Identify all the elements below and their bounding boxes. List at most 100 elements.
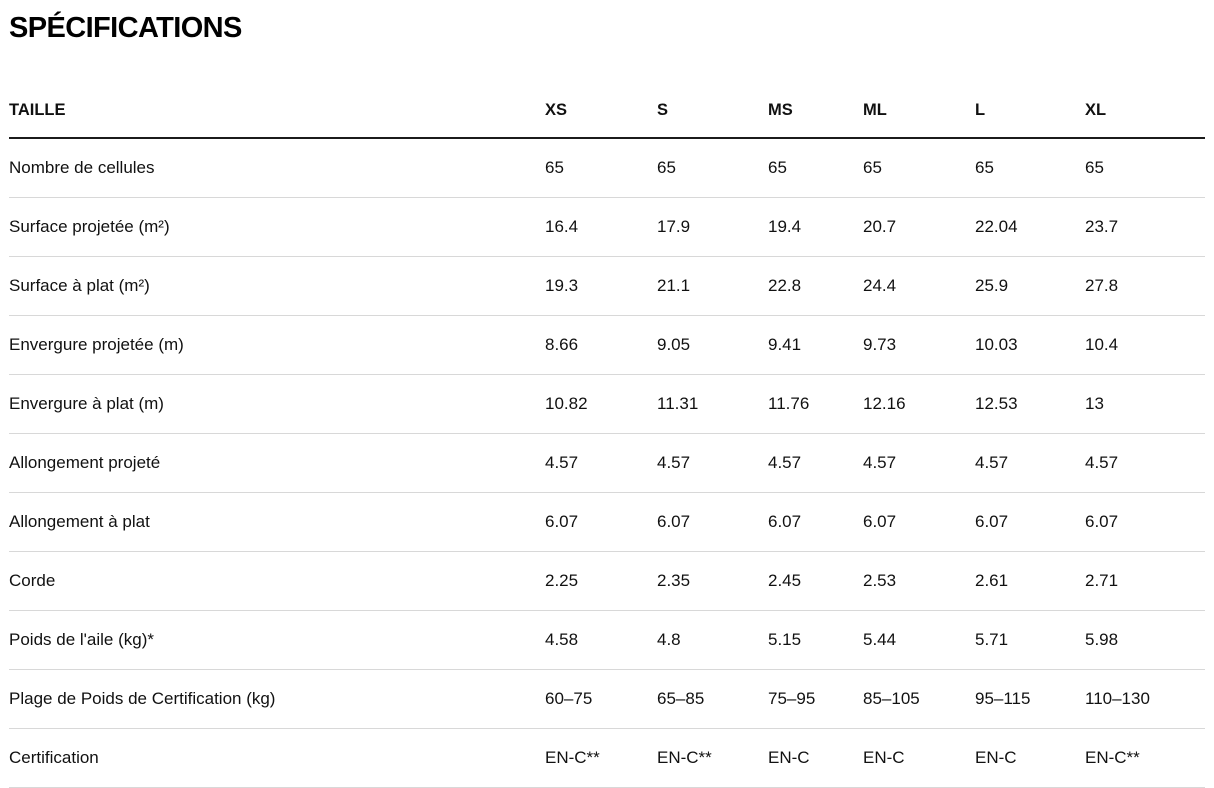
spec-value-cell: 23.7 xyxy=(1085,197,1205,257)
spec-value-cell: 11.76 xyxy=(768,374,863,434)
spec-row: Plage de Poids de Certification (kg) 60–… xyxy=(9,669,1205,729)
spec-label-cell: Allongement projeté xyxy=(9,433,545,493)
spec-value-cell: 6.07 xyxy=(545,492,657,552)
spec-value-cell: 9.41 xyxy=(768,315,863,375)
spec-value-cell: 4.8 xyxy=(657,610,768,670)
spec-value-cell: 65 xyxy=(975,138,1085,198)
spec-value-cell: 4.57 xyxy=(863,433,975,493)
spec-value-cell: EN-C** xyxy=(545,728,657,788)
spec-row: Surface à plat (m²) 19.3 21.1 22.8 24.4 … xyxy=(9,256,1205,316)
spec-value-cell: 6.07 xyxy=(768,492,863,552)
spec-value-cell: 9.05 xyxy=(657,315,768,375)
spec-value-cell: 24.4 xyxy=(863,256,975,316)
spec-value-cell: 65 xyxy=(768,138,863,198)
spec-row: Nombre de cellules 65 65 65 65 65 65 xyxy=(9,138,1205,198)
specifications-table: TAILLE XS S MS ML L XL Nombre de cellule… xyxy=(9,100,1205,788)
spec-label-cell: Envergure à plat (m) xyxy=(9,374,545,434)
spec-value-cell: 4.57 xyxy=(1085,433,1205,493)
spec-value-cell: EN-C xyxy=(863,728,975,788)
spec-value-cell: 6.07 xyxy=(863,492,975,552)
spec-label-cell: Plage de Poids de Certification (kg) xyxy=(9,669,545,729)
spec-value-cell: 4.57 xyxy=(768,433,863,493)
header-cell-size-l: L xyxy=(975,100,1085,139)
spec-table-body: Nombre de cellules 65 65 65 65 65 65 Sur… xyxy=(9,138,1205,788)
spec-value-cell: 21.1 xyxy=(657,256,768,316)
spec-value-cell: 6.07 xyxy=(975,492,1085,552)
spec-value-cell: 6.07 xyxy=(1085,492,1205,552)
spec-value-cell: 13 xyxy=(1085,374,1205,434)
spec-label-cell: Poids de l'aile (kg)* xyxy=(9,610,545,670)
header-cell-size-xl: XL xyxy=(1085,100,1205,139)
spec-value-cell: 4.57 xyxy=(657,433,768,493)
spec-value-cell: 65 xyxy=(657,138,768,198)
spec-label-cell: Certification xyxy=(9,728,545,788)
spec-value-cell: 4.57 xyxy=(545,433,657,493)
spec-row: Certification EN-C** EN-C** EN-C EN-C EN… xyxy=(9,728,1205,788)
spec-label-cell: Corde xyxy=(9,551,545,611)
spec-table-header: TAILLE XS S MS ML L XL xyxy=(9,100,1205,139)
spec-value-cell: 19.3 xyxy=(545,256,657,316)
spec-value-cell: 16.4 xyxy=(545,197,657,257)
header-cell-size-ms: MS xyxy=(768,100,863,139)
spec-value-cell: 9.73 xyxy=(863,315,975,375)
spec-row: Envergure à plat (m) 10.82 11.31 11.76 1… xyxy=(9,374,1205,434)
spec-value-cell: 10.4 xyxy=(1085,315,1205,375)
spec-value-cell: EN-C** xyxy=(1085,728,1205,788)
spec-value-cell: 2.35 xyxy=(657,551,768,611)
header-row: TAILLE XS S MS ML L XL xyxy=(9,100,1205,139)
spec-value-cell: 65 xyxy=(545,138,657,198)
spec-value-cell: 2.61 xyxy=(975,551,1085,611)
spec-value-cell: 20.7 xyxy=(863,197,975,257)
spec-label-cell: Allongement à plat xyxy=(9,492,545,552)
spec-value-cell: 25.9 xyxy=(975,256,1085,316)
spec-value-cell: 17.9 xyxy=(657,197,768,257)
spec-value-cell: 19.4 xyxy=(768,197,863,257)
spec-value-cell: 95–115 xyxy=(975,669,1085,729)
spec-value-cell: EN-C** xyxy=(657,728,768,788)
spec-value-cell: 12.16 xyxy=(863,374,975,434)
spec-value-cell: EN-C xyxy=(768,728,863,788)
spec-row: Allongement à plat 6.07 6.07 6.07 6.07 6… xyxy=(9,492,1205,552)
page-title: SPÉCIFICATIONS xyxy=(9,12,242,44)
header-cell-taille: TAILLE xyxy=(9,100,545,139)
spec-value-cell: 2.71 xyxy=(1085,551,1205,611)
spec-value-cell: 2.45 xyxy=(768,551,863,611)
spec-row: Surface projetée (m²) 16.4 17.9 19.4 20.… xyxy=(9,197,1205,257)
spec-value-cell: 85–105 xyxy=(863,669,975,729)
spec-value-cell: 4.57 xyxy=(975,433,1085,493)
spec-row: Envergure projetée (m) 8.66 9.05 9.41 9.… xyxy=(9,315,1205,375)
spec-value-cell: 12.53 xyxy=(975,374,1085,434)
spec-value-cell: 8.66 xyxy=(545,315,657,375)
spec-value-cell: 5.71 xyxy=(975,610,1085,670)
spec-value-cell: 10.82 xyxy=(545,374,657,434)
spec-value-cell: 4.58 xyxy=(545,610,657,670)
header-cell-size-xs: XS xyxy=(545,100,657,139)
spec-value-cell: 2.53 xyxy=(863,551,975,611)
spec-row: Corde 2.25 2.35 2.45 2.53 2.61 2.71 xyxy=(9,551,1205,611)
spec-value-cell: 11.31 xyxy=(657,374,768,434)
spec-value-cell: 2.25 xyxy=(545,551,657,611)
spec-value-cell: 27.8 xyxy=(1085,256,1205,316)
spec-label-cell: Envergure projetée (m) xyxy=(9,315,545,375)
spec-row: Allongement projeté 4.57 4.57 4.57 4.57 … xyxy=(9,433,1205,493)
spec-value-cell: 22.04 xyxy=(975,197,1085,257)
spec-value-cell: 65–85 xyxy=(657,669,768,729)
spec-value-cell: 60–75 xyxy=(545,669,657,729)
spec-value-cell: 5.98 xyxy=(1085,610,1205,670)
spec-value-cell: 75–95 xyxy=(768,669,863,729)
spec-value-cell: 22.8 xyxy=(768,256,863,316)
spec-value-cell: 65 xyxy=(863,138,975,198)
spec-label-cell: Surface à plat (m²) xyxy=(9,256,545,316)
spec-label-cell: Surface projetée (m²) xyxy=(9,197,545,257)
header-cell-size-s: S xyxy=(657,100,768,139)
spec-value-cell: 110–130 xyxy=(1085,669,1205,729)
spec-value-cell: 65 xyxy=(1085,138,1205,198)
spec-value-cell: EN-C xyxy=(975,728,1085,788)
spec-row: Poids de l'aile (kg)* 4.58 4.8 5.15 5.44… xyxy=(9,610,1205,670)
spec-value-cell: 5.15 xyxy=(768,610,863,670)
spec-label-cell: Nombre de cellules xyxy=(9,138,545,198)
spec-value-cell: 6.07 xyxy=(657,492,768,552)
spec-value-cell: 5.44 xyxy=(863,610,975,670)
spec-value-cell: 10.03 xyxy=(975,315,1085,375)
header-cell-size-ml: ML xyxy=(863,100,975,139)
